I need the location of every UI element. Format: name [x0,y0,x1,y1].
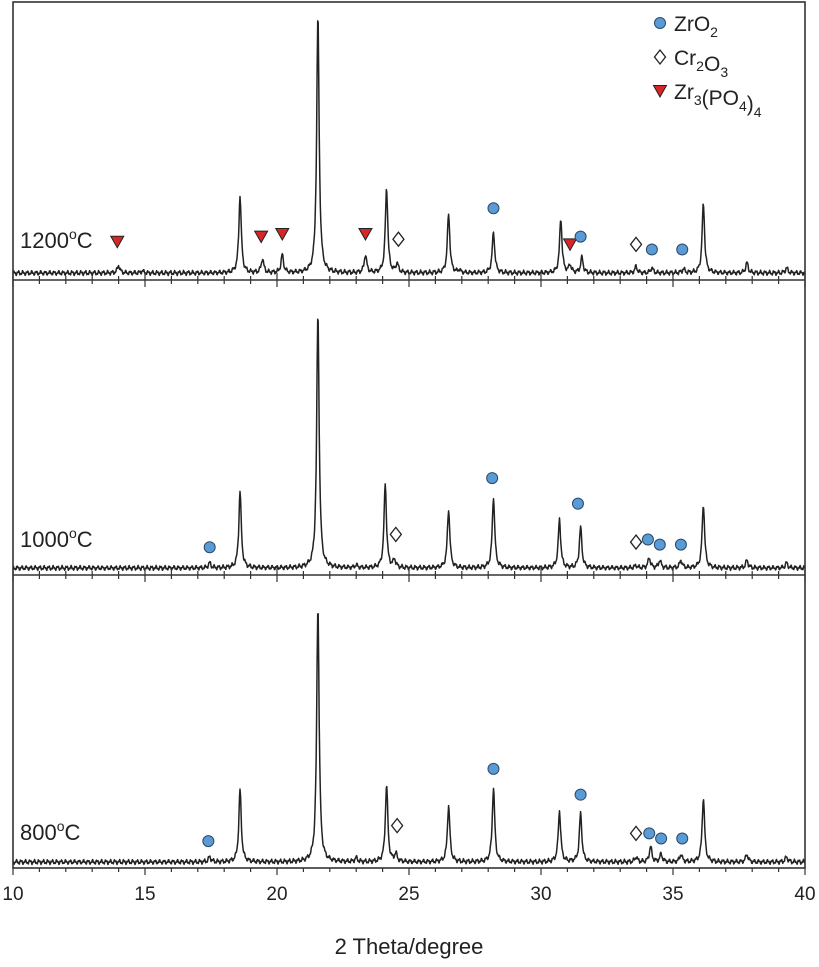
x-tick-label: 25 [398,884,419,905]
zr3po44-marker [109,235,125,249]
xrd-trace [12,318,806,572]
panel-label-value: 800 [20,820,57,845]
legend-label: Zr3(PO4)4 [674,81,762,120]
cr2o3-marker [629,825,643,842]
zro2-marker [574,788,587,801]
zro2-marker [571,497,584,510]
panel-label-unit: C [77,228,93,253]
legend-label-text: Zr [674,13,694,36]
zro2-marker [674,538,687,551]
zr3po44-marker [562,238,578,252]
plot-frame [12,1,806,869]
zr3po44-marker [358,228,373,242]
legend-label-subscript: 2 [696,58,704,74]
zro2-marker [203,541,216,554]
legend-entry-cr2o3: Cr2O3 [653,47,728,80]
panel-800: 800oC [12,613,806,866]
zro2-marker [487,762,500,775]
legend-label-text: ) [747,93,754,116]
legend-entry-zr3po44: Zr3(PO4)4 [652,81,762,120]
cr2o3-marker [390,817,404,834]
legend-label-text: Zr [674,81,694,104]
zro2-marker [645,243,658,256]
zro2-marker [655,832,668,845]
zro2-marker [202,835,215,848]
zro2-marker [487,202,500,215]
xrd-trace [12,613,806,866]
panel-label: 800oC [20,818,81,845]
panel-label: 1000oC [20,525,93,552]
legend-label-subscript: 3 [720,64,728,80]
cr2o3-marker [629,534,643,551]
legend-label-subscript: 3 [694,92,702,108]
zro2-marker [486,472,499,485]
legend-label-text: (PO [702,87,739,110]
legend-label: ZrO2 [674,13,718,40]
x-tick-label: 10 [2,884,23,905]
legend-entry-zro2: ZrO2 [654,13,718,40]
zro2-marker [641,533,654,546]
legend-label-text: Cr [674,47,696,70]
panel-1000: 1000oC [12,318,806,572]
panel-label-degree: o [69,226,77,242]
panel-label-degree: o [57,818,65,834]
zro2-marker [676,832,689,845]
cr2o3-marker [389,526,403,543]
x-tick-label: 40 [794,884,815,905]
zro2-marker [643,827,656,840]
panel-label-unit: C [77,527,93,552]
panel-label-value: 1200 [20,228,69,253]
zr3po44-marker [253,230,269,244]
panel-label-degree: o [69,525,77,541]
x-axis-label: 2 Theta/degree [335,934,484,959]
legend-label-subscript: 2 [710,24,718,40]
cr2o3-marker [653,48,667,66]
zr3po44-marker [652,85,668,99]
x-tick-label: 30 [530,884,551,905]
zro2-marker [654,17,666,29]
zro2-marker [676,243,689,256]
panel-label-value: 1000 [20,527,69,552]
zro2-marker [574,230,587,243]
cr2o3-marker [629,236,643,253]
panel-label: 1200oC [20,226,93,253]
cr2o3-marker [392,231,405,248]
x-axis: 10 15 20 25 30 35 40 [2,273,816,905]
legend-label: Cr2O3 [674,47,728,80]
legend-label-text: O [694,13,710,36]
panel-label-unit: C [65,820,81,845]
x-tick-label: 15 [134,884,155,905]
legend-label-text: O [704,53,720,76]
legend-label-subscript: 4 [754,104,762,120]
x-tick-label: 20 [266,884,287,905]
zro2-marker [653,538,666,551]
x-tick-label: 35 [662,884,683,905]
legend-label-subscript: 4 [739,98,747,114]
zr3po44-marker [274,228,290,242]
